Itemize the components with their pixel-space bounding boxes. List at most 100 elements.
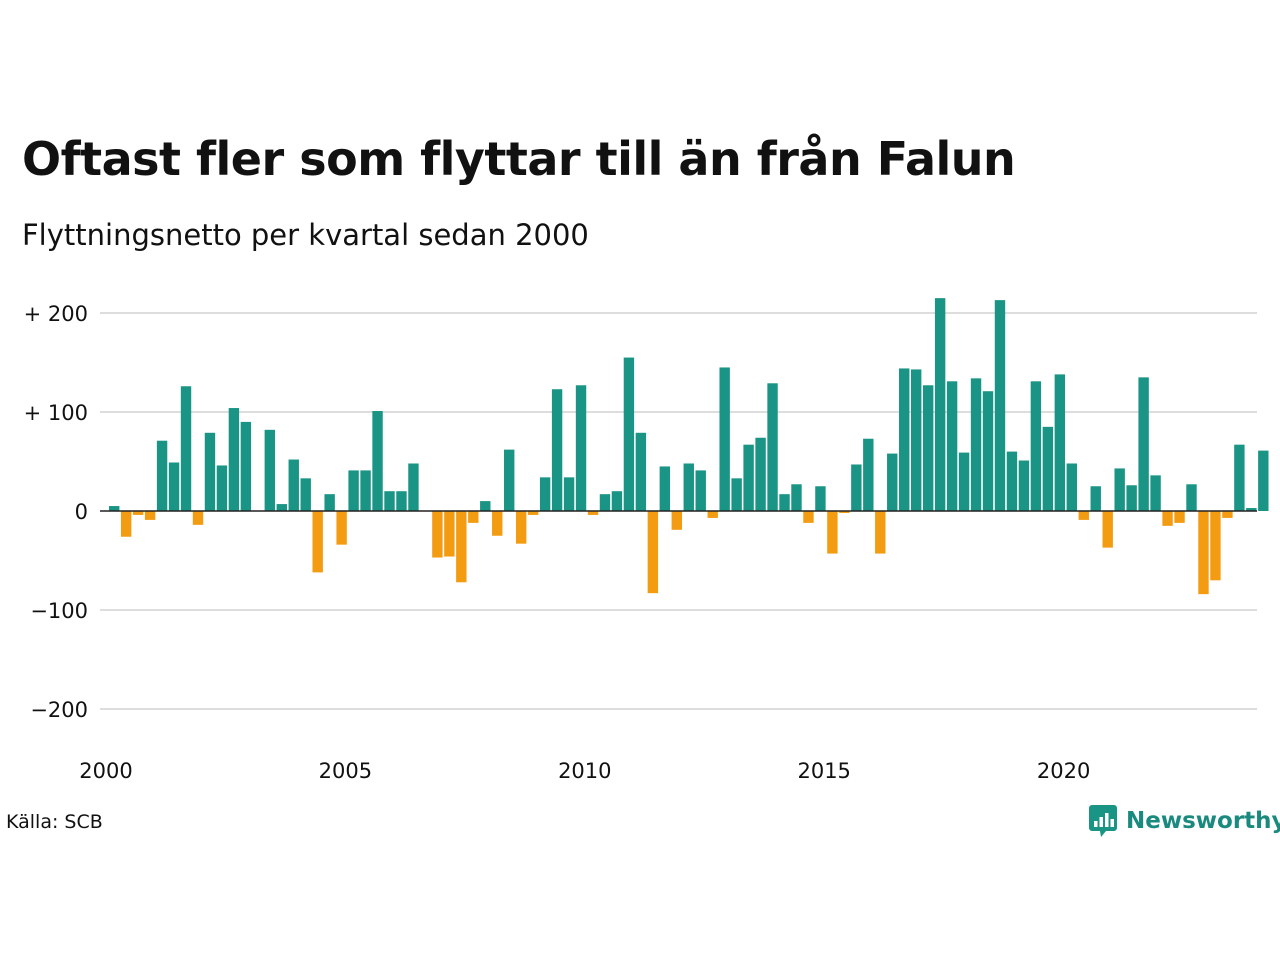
brand-name: Newsworthy	[1126, 808, 1280, 834]
bar	[504, 449, 515, 511]
bar	[228, 408, 240, 511]
bar	[240, 421, 252, 511]
bar	[1006, 451, 1018, 511]
bar	[456, 511, 467, 583]
bar	[671, 511, 682, 530]
bar	[791, 484, 802, 511]
bar	[396, 491, 407, 511]
y-tick-label: −200	[30, 698, 88, 722]
bar	[1162, 511, 1173, 526]
bar	[408, 463, 419, 511]
newsworthy-logo-icon	[1089, 805, 1117, 837]
bar	[899, 368, 910, 511]
bar-chart: + 200 + 100 0 −100 −200 2000 2005 2010 2015 2020	[24, 298, 1269, 783]
bar	[683, 463, 694, 511]
x-tick-label: 2020	[1037, 759, 1090, 783]
bar	[480, 501, 491, 511]
bar	[815, 486, 826, 511]
bar	[1114, 468, 1125, 511]
bar	[444, 511, 455, 557]
bar	[1042, 426, 1054, 511]
y-tick-label: 0	[75, 500, 88, 524]
bar	[1066, 463, 1077, 511]
bar	[204, 432, 216, 511]
bar	[384, 491, 395, 511]
bar	[1186, 484, 1197, 511]
bar	[958, 452, 970, 511]
bar	[1174, 511, 1185, 523]
bar	[563, 477, 575, 511]
bar	[851, 464, 862, 511]
bar	[647, 511, 659, 594]
bar	[970, 378, 982, 511]
bar	[1234, 444, 1245, 511]
bar	[1222, 511, 1233, 518]
bar	[276, 504, 287, 511]
x-tick-label: 2010	[558, 759, 611, 783]
x-tick-label: 2015	[797, 759, 850, 783]
chart-title: Oftast fler som flyttar till än från Fal…	[22, 132, 1016, 186]
bar	[515, 511, 527, 544]
bar	[982, 391, 994, 511]
bar	[288, 459, 299, 511]
bar	[132, 511, 144, 515]
x-tick-label: 2005	[319, 759, 372, 783]
bar	[1246, 508, 1257, 511]
bar	[827, 511, 838, 554]
bar	[312, 511, 323, 573]
brand-logo: Newsworthy	[1088, 804, 1280, 838]
bar	[1126, 485, 1137, 511]
source-note: Källa: SCB	[6, 811, 103, 833]
bar	[719, 367, 730, 511]
bar	[1210, 511, 1221, 581]
bar	[1090, 486, 1101, 511]
bar	[539, 477, 551, 511]
bar	[659, 466, 671, 511]
bar	[348, 470, 359, 511]
bar	[492, 511, 503, 536]
bar	[934, 298, 946, 511]
bar	[755, 437, 766, 511]
bar	[1150, 475, 1161, 511]
bar	[336, 511, 347, 545]
bar	[360, 470, 371, 511]
chart-subtitle: Flyttningsnetto per kvartal sedan 2000	[22, 218, 589, 252]
bar	[779, 494, 790, 511]
bar	[994, 300, 1006, 511]
bar	[120, 511, 132, 537]
bar	[1078, 511, 1089, 520]
bar	[1138, 377, 1149, 511]
bar	[599, 494, 611, 511]
bar	[767, 383, 778, 511]
bar	[887, 453, 898, 511]
bar	[575, 385, 587, 511]
bar	[623, 357, 635, 511]
bar	[372, 411, 383, 511]
bar	[216, 465, 228, 511]
bar	[731, 478, 742, 511]
y-tick-label: + 200	[24, 302, 88, 326]
bar	[611, 491, 623, 511]
bar	[635, 432, 647, 511]
bar	[587, 511, 599, 515]
bar	[922, 385, 934, 511]
bar	[839, 511, 850, 513]
bar	[910, 369, 922, 511]
y-tick-label: + 100	[24, 401, 88, 425]
bar	[1054, 374, 1066, 511]
bar	[300, 478, 311, 511]
bar	[1198, 511, 1209, 595]
bar	[551, 389, 563, 511]
x-tick-label: 2000	[79, 759, 132, 783]
bar	[168, 462, 180, 511]
axis-labels: + 200 + 100 0 −100 −200 2000 2005 2010 2015 2020	[24, 302, 1257, 783]
bar	[1018, 460, 1030, 511]
bar	[1258, 450, 1269, 511]
bar	[156, 440, 168, 511]
bar	[743, 444, 754, 511]
bar	[863, 438, 874, 511]
bar	[324, 494, 335, 511]
bar	[707, 511, 718, 518]
bar	[1030, 381, 1042, 511]
bar	[144, 511, 156, 520]
